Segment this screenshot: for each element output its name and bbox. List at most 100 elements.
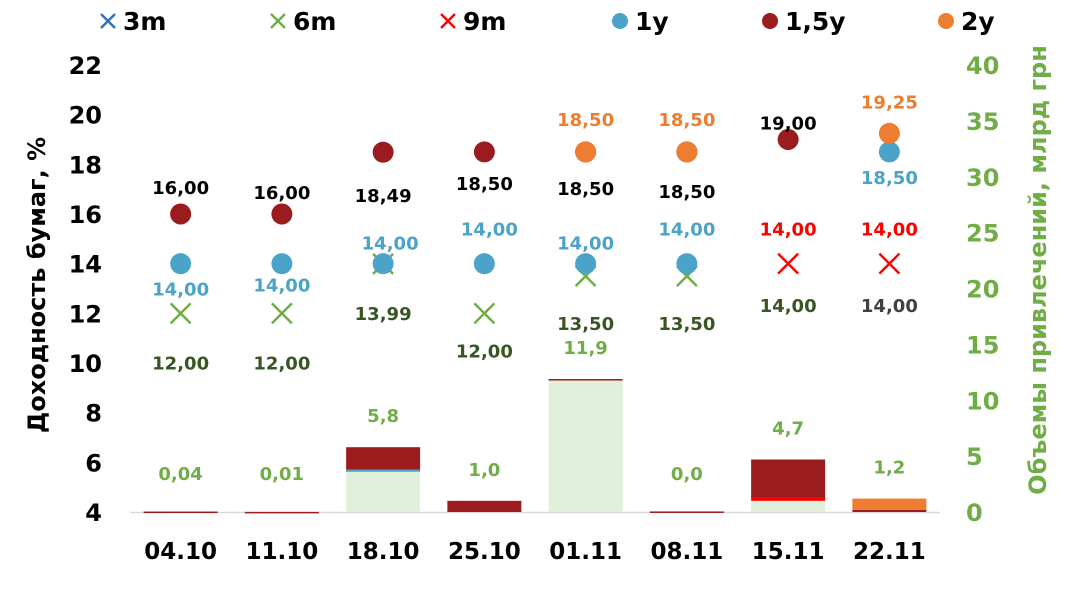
volume-label: 0,0 — [671, 464, 703, 485]
point-label: 18,50 — [557, 110, 614, 131]
y-tick-label: 6 — [85, 449, 102, 477]
point-label: 14,00 — [861, 296, 918, 317]
bar-segment-1-5y — [244, 511, 319, 514]
point-label: 12,00 — [253, 353, 310, 374]
bar-segment-1-5y — [447, 500, 522, 512]
x-stroke — [169, 302, 192, 325]
volume-bars — [143, 379, 927, 514]
point-label: 19,00 — [760, 114, 817, 135]
point-label: 12,00 — [152, 353, 209, 374]
legend-marker-x — [440, 13, 456, 29]
x-stroke — [878, 252, 901, 275]
marker-1y-dot — [575, 253, 597, 275]
marker-1y-dot — [271, 253, 293, 275]
x-stroke — [440, 13, 456, 29]
marker-6m-x — [473, 302, 496, 325]
x-stroke — [473, 302, 496, 325]
marker-2y-dot — [575, 141, 597, 163]
volume-label: 0,04 — [158, 464, 202, 485]
marker-1y-dot — [878, 141, 900, 163]
point-label: 13,50 — [658, 314, 715, 335]
x-tick-label: 11.10 — [245, 539, 318, 565]
y-tick-label: 8 — [85, 400, 102, 428]
legend-label: 6m — [293, 7, 336, 36]
bar-segment-6m — [346, 471, 421, 512]
point-label: 14,00 — [760, 296, 817, 317]
volume-labels: 0,04 0,01 5,8 1,0 11,9 0,0 4,7 1,2 — [158, 338, 905, 485]
legend-marker-dot — [938, 13, 954, 29]
x-tick-label: 15.11 — [752, 539, 825, 565]
bar-segment-1-5y — [548, 379, 623, 381]
point-label: 14,00 — [362, 234, 419, 255]
bar-segment-1-5y — [143, 511, 218, 514]
point-label: 18,50 — [456, 174, 513, 195]
y-tick-label: 14 — [69, 251, 102, 279]
marker-1-5y-dot — [170, 203, 192, 225]
x-stroke — [270, 302, 293, 325]
y-tick-label: 16 — [69, 201, 102, 229]
y2-tick-label: 40 — [966, 52, 999, 80]
point-label: 14,00 — [557, 234, 614, 255]
y2-tick-label: 35 — [966, 108, 999, 136]
point-label: 16,00 — [253, 183, 310, 204]
volume-label: 4,7 — [772, 418, 804, 439]
volume-label: 11,9 — [563, 338, 607, 359]
y2-tick-label: 30 — [966, 164, 999, 192]
point-label: 18,49 — [355, 186, 412, 207]
volume-label: 5,8 — [367, 406, 399, 427]
legend-marker-x — [100, 13, 116, 29]
point-label: 16,00 — [152, 178, 209, 199]
marker-1-5y-dot — [271, 203, 293, 225]
volume-label: 1,2 — [873, 458, 905, 479]
y2-axis-title: Объемы привлечений, млрд грн — [1024, 45, 1052, 495]
point-label: 18,50 — [658, 110, 715, 131]
y-tick-label: 22 — [69, 52, 102, 80]
marker-2y-dot — [878, 122, 900, 144]
marker-1y-dot — [473, 253, 495, 275]
volume-label: 0,01 — [260, 464, 304, 485]
y2-tick-label: 25 — [966, 220, 999, 248]
legend-label: 1y — [635, 7, 669, 36]
marker-1-5y-dot — [777, 129, 799, 150]
volume-label: 1,0 — [468, 460, 500, 481]
legend-label: 3m — [123, 7, 166, 36]
legend-marker-dot — [762, 13, 778, 29]
marker-2y-dot — [676, 141, 698, 163]
bar-segment-1-5y — [852, 509, 927, 512]
bar-segment-1-5y — [751, 459, 826, 498]
legend-marker-dot — [612, 13, 628, 29]
x-tick-label: 04.10 — [144, 539, 217, 565]
marker-1-5y-dot — [372, 141, 394, 163]
point-label: 13,50 — [557, 314, 614, 335]
marker-1y-dot — [170, 253, 192, 275]
point-label: 14,00 — [861, 220, 918, 241]
y2-tick-label: 15 — [966, 331, 999, 359]
y-axis-right: 40 35 30 25 20 15 10 5 0 — [966, 52, 999, 527]
bar-segment-2y — [852, 498, 927, 510]
yield-markers — [169, 122, 901, 325]
legend-label: 9m — [463, 7, 506, 36]
point-label: 18,50 — [557, 179, 614, 200]
legend-label: 2y — [961, 7, 995, 36]
y2-tick-label: 20 — [966, 276, 999, 304]
y-tick-label: 18 — [69, 151, 102, 179]
bar-segment-1-5y — [649, 511, 724, 513]
point-label: 19,25 — [861, 92, 918, 113]
y2-tick-label: 5 — [966, 443, 983, 471]
bar-segment-6m — [548, 380, 623, 512]
point-label: 14,00 — [152, 280, 209, 301]
point-label: 14,00 — [658, 220, 715, 241]
point-label: 18,50 — [861, 168, 918, 189]
marker-6m-x — [169, 302, 192, 325]
point-label: 12,00 — [456, 341, 513, 362]
x-tick-label: 22.11 — [853, 539, 926, 565]
y-tick-label: 20 — [69, 102, 102, 130]
point-label: 13,99 — [355, 304, 412, 325]
marker-1-5y-dot — [473, 141, 495, 163]
point-label: 14,00 — [253, 276, 310, 297]
x-stroke — [100, 13, 116, 29]
x-tick-label: 25.10 — [448, 539, 521, 565]
y-tick-label: 12 — [69, 300, 102, 328]
marker-1y-dot — [676, 253, 698, 275]
